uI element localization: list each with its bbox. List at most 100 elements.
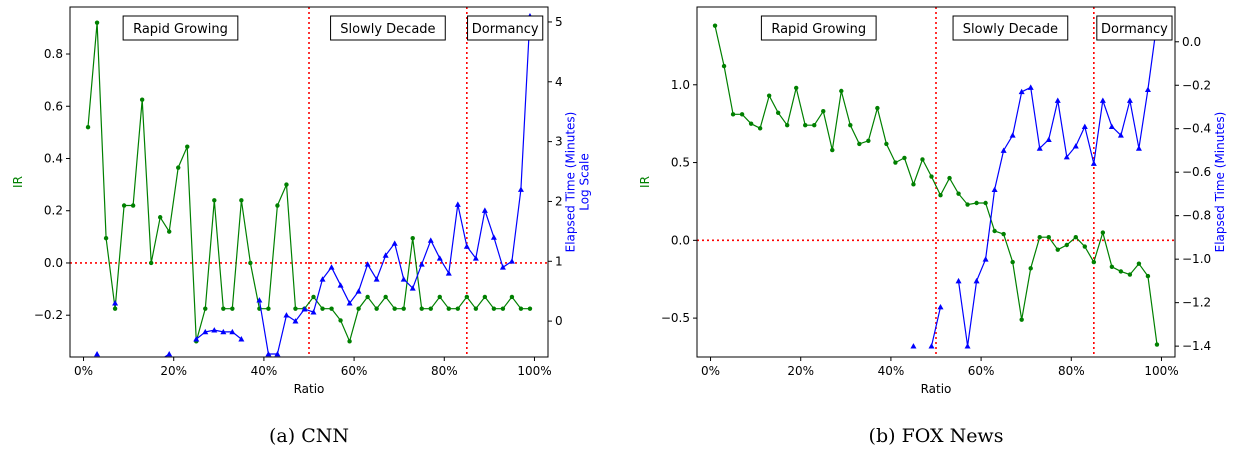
data-point-elapsed-time bbox=[1018, 88, 1025, 95]
data-point-ir bbox=[121, 203, 127, 208]
data-point-elapsed-time bbox=[355, 288, 362, 294]
data-point-elapsed-time bbox=[220, 328, 227, 335]
data-point-elapsed-time bbox=[337, 282, 344, 288]
data-point-elapsed-time bbox=[256, 297, 263, 303]
data-point-ir bbox=[103, 235, 109, 241]
data-point-ir bbox=[839, 88, 844, 94]
x-tick-label: 100% bbox=[517, 364, 551, 378]
data-point-elapsed-time bbox=[1009, 132, 1016, 138]
y2-tick-label: 2 bbox=[555, 194, 563, 208]
data-point-elapsed-time bbox=[508, 258, 515, 264]
phase-label: Rapid Growing bbox=[771, 22, 866, 37]
data-point-elapsed-time bbox=[1027, 84, 1034, 90]
data-point-ir bbox=[329, 306, 334, 311]
y2-tick-label: −1.0 bbox=[1182, 252, 1211, 266]
data-point-ir bbox=[1091, 259, 1097, 265]
data-point-ir bbox=[956, 191, 961, 196]
data-point-elapsed-time bbox=[1000, 147, 1007, 153]
data-point-ir bbox=[1019, 317, 1024, 322]
data-point-ir bbox=[139, 97, 145, 102]
data-point-elapsed-time bbox=[427, 237, 434, 243]
y2-tick-label: 4 bbox=[555, 75, 563, 89]
data-point-elapsed-time bbox=[481, 207, 488, 213]
data-point-ir bbox=[338, 318, 343, 323]
data-point-ir bbox=[848, 123, 853, 128]
data-point-ir bbox=[739, 112, 745, 117]
data-point-ir bbox=[176, 165, 181, 170]
data-point-elapsed-time bbox=[517, 186, 524, 192]
data-point-ir bbox=[1127, 272, 1133, 277]
data-point-elapsed-time bbox=[463, 243, 470, 249]
data-point-elapsed-time bbox=[94, 351, 101, 357]
data-point-elapsed-time bbox=[364, 261, 371, 267]
y-axis-label-ir: IR bbox=[638, 176, 652, 188]
data-point-ir bbox=[248, 260, 253, 266]
data-point-ir bbox=[893, 160, 898, 165]
data-point-ir bbox=[1136, 261, 1142, 266]
y2-tick-label: 3 bbox=[555, 135, 563, 149]
data-point-ir bbox=[929, 174, 934, 179]
x-axis-label: Ratio bbox=[294, 382, 325, 396]
data-point-ir bbox=[920, 157, 925, 162]
data-point-ir bbox=[266, 306, 271, 311]
data-point-ir bbox=[884, 141, 889, 147]
data-point-ir bbox=[730, 112, 736, 117]
data-point-ir bbox=[965, 202, 970, 207]
plot-area bbox=[697, 7, 1175, 357]
data-point-elapsed-time bbox=[1099, 97, 1106, 103]
data-point-ir bbox=[1028, 266, 1033, 271]
data-point-ir bbox=[464, 294, 470, 300]
data-point-ir bbox=[157, 215, 163, 220]
y-tick-label: −0.5 bbox=[661, 311, 690, 325]
data-point-ir bbox=[500, 306, 506, 311]
data-point-elapsed-time bbox=[991, 186, 998, 193]
data-point-ir bbox=[212, 198, 217, 203]
data-point-elapsed-time bbox=[955, 277, 962, 284]
data-point-elapsed-time bbox=[373, 276, 380, 282]
data-point-elapsed-time bbox=[436, 255, 443, 261]
x-axis-label: Ratio bbox=[921, 382, 952, 396]
data-point-ir bbox=[1055, 247, 1060, 252]
data-point-ir bbox=[94, 20, 100, 25]
x-tick-label: 40% bbox=[878, 364, 905, 378]
y2-axis-label-elapsed-time: Log Scale bbox=[578, 153, 592, 211]
y2-tick-label: −1.4 bbox=[1182, 339, 1211, 353]
data-point-ir bbox=[518, 306, 524, 311]
data-point-ir bbox=[911, 182, 916, 187]
y-tick-label: 0.2 bbox=[44, 204, 63, 218]
data-point-ir bbox=[947, 175, 952, 181]
phase-label-box bbox=[122, 15, 239, 41]
data-point-ir bbox=[1073, 235, 1078, 240]
y2-tick-label: 1 bbox=[555, 254, 563, 268]
x-tick-label: 100% bbox=[1144, 364, 1178, 378]
data-point-elapsed-time bbox=[1135, 145, 1142, 151]
y2-tick-label: −0.8 bbox=[1182, 209, 1211, 223]
data-point-ir bbox=[812, 123, 817, 128]
y-tick-label: 0.0 bbox=[44, 256, 63, 270]
data-point-ir bbox=[185, 144, 190, 149]
data-point-elapsed-time bbox=[274, 351, 281, 357]
data-point-elapsed-time bbox=[319, 276, 326, 282]
data-point-elapsed-time bbox=[283, 312, 290, 318]
data-point-elapsed-time bbox=[472, 255, 479, 261]
y-tick-label: 0.5 bbox=[671, 156, 690, 170]
data-point-ir bbox=[356, 306, 361, 311]
phase-label-box bbox=[330, 15, 446, 41]
y2-tick-label: 0.0 bbox=[1182, 35, 1201, 49]
data-point-ir bbox=[527, 306, 533, 311]
data-point-elapsed-time bbox=[982, 256, 989, 262]
data-point-elapsed-time bbox=[346, 300, 353, 306]
data-point-elapsed-time bbox=[1090, 160, 1097, 166]
data-point-ir bbox=[230, 306, 235, 311]
data-point-ir bbox=[383, 294, 388, 300]
data-point-ir bbox=[491, 306, 497, 311]
data-point-ir bbox=[293, 306, 298, 311]
data-point-elapsed-time bbox=[193, 336, 200, 342]
x-tick-label: 80% bbox=[1058, 364, 1085, 378]
data-point-elapsed-time bbox=[112, 300, 119, 306]
y2-axis-label-elapsed-time: Elapsed Time (Minutes) bbox=[564, 112, 578, 253]
data-point-ir bbox=[428, 306, 433, 311]
data-point-ir bbox=[1145, 273, 1151, 279]
